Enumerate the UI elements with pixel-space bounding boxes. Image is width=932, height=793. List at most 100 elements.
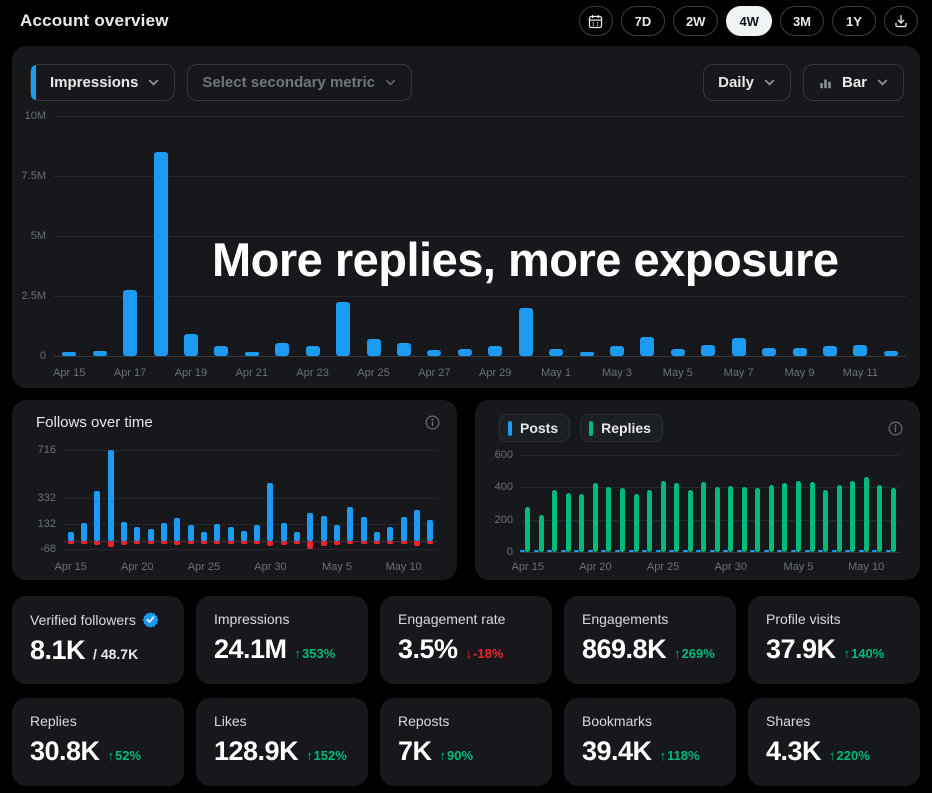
x-axis-tick: Apr 25 — [188, 561, 220, 573]
follows-card-header: Follows over time — [12, 400, 457, 431]
legend-chip-posts[interactable]: Posts — [499, 414, 570, 442]
metric-value: 39.4K — [582, 736, 652, 767]
replies-bar — [674, 483, 679, 552]
unfollows-bar — [414, 541, 420, 547]
metric-card-impressions[interactable]: Impressions 24.1M ↑353% — [196, 596, 368, 684]
impressions-bar — [184, 334, 198, 356]
unfollows-bar — [294, 541, 300, 544]
metric-delta: ↓-18% — [466, 646, 504, 661]
impressions-bar — [549, 349, 563, 356]
replies-bar — [864, 477, 869, 552]
x-axis-tick: May 5 — [663, 367, 693, 379]
impressions-bar — [397, 343, 411, 356]
replies-bar — [850, 481, 855, 552]
follows-card: Follows over time 716332132-68Apr 15Apr … — [12, 400, 457, 580]
gridline — [64, 541, 437, 542]
export-button[interactable] — [884, 6, 918, 36]
metric-card-reposts[interactable]: Reposts 7K ↑90% — [380, 698, 552, 786]
metric-card-replies[interactable]: Replies 30.8K ↑52% — [12, 698, 184, 786]
follows-bar — [241, 531, 247, 541]
y-axis-tick: 2.5M — [22, 290, 46, 302]
chevron-down-icon — [147, 76, 160, 89]
posts-replies-bar-chart[interactable]: 6004002000Apr 15Apr 20Apr 25Apr 30May 5M… — [487, 452, 906, 574]
follows-bar — [267, 483, 273, 541]
range-button-2w[interactable]: 2W — [673, 6, 719, 36]
metric-card-engagement-rate[interactable]: Engagement rate 3.5% ↓-18% — [380, 596, 552, 684]
y-axis-tick: 132 — [38, 518, 56, 530]
y-axis: 6004002000 — [487, 452, 521, 552]
date-picker-button[interactable] — [579, 6, 613, 36]
metric-card-shares[interactable]: Shares 4.3K ↑220% — [748, 698, 920, 786]
x-axis: Apr 15Apr 20Apr 25Apr 30May 5May 10 — [521, 552, 900, 574]
granularity-dropdown[interactable]: Daily — [703, 64, 791, 101]
metric-card-profile-visits[interactable]: Profile visits 37.9K ↑140% — [748, 596, 920, 684]
metric-label: Reposts — [398, 713, 449, 729]
metric-card-engagements[interactable]: Engagements 869.8K ↑269% — [564, 596, 736, 684]
gridline — [521, 455, 900, 456]
gridline — [64, 450, 437, 451]
x-axis-tick: Apr 19 — [175, 367, 207, 379]
unfollows-bar — [68, 541, 74, 544]
y-axis-tick: 7.5M — [22, 170, 46, 182]
unfollows-bar — [387, 541, 393, 544]
secondary-metric-placeholder: Select secondary metric — [202, 74, 375, 91]
replies-bar — [891, 488, 896, 552]
unfollows-bar — [174, 541, 180, 545]
x-axis-tick: Apr 29 — [479, 367, 511, 379]
replies-bar — [606, 487, 611, 552]
gridline — [64, 524, 437, 525]
follows-bar — [68, 532, 74, 541]
metric-delta: ↑118% — [660, 748, 700, 763]
legend-label: Replies — [601, 420, 651, 436]
range-button-7d[interactable]: 7D — [621, 6, 665, 36]
follows-bar — [148, 529, 154, 541]
x-axis-tick: May 3 — [602, 367, 632, 379]
secondary-metric-dropdown[interactable]: Select secondary metric — [187, 64, 412, 101]
topbar: Account overview 7D 2W4W 3M 1Y — [0, 0, 932, 42]
metric-delta: ↑140% — [844, 646, 885, 661]
chart-type-dropdown[interactable]: Bar — [803, 64, 904, 101]
y-axis-tick: 332 — [38, 492, 56, 504]
bar-chart-icon — [818, 76, 833, 90]
metric-value: 869.8K — [582, 634, 666, 665]
range-button-1y[interactable]: 1Y — [832, 6, 876, 36]
unfollows-bar — [347, 541, 353, 545]
replies-bar — [810, 482, 815, 552]
info-icon[interactable] — [424, 414, 441, 431]
granularity-label: Daily — [718, 74, 754, 91]
metric-value: 128.9K — [214, 736, 298, 767]
replies-bar — [525, 507, 530, 552]
info-icon[interactable] — [887, 420, 904, 437]
unfollows-bar — [214, 541, 220, 545]
impressions-bar — [640, 337, 654, 356]
impressions-bar — [823, 346, 837, 356]
impressions-bar — [336, 302, 350, 356]
verified-badge-icon — [142, 611, 159, 628]
x-axis-tick: May 1 — [541, 367, 571, 379]
replies-bar — [634, 494, 639, 552]
range-button-3m[interactable]: 3M — [780, 6, 824, 36]
primary-metric-dropdown[interactable]: Impressions — [30, 64, 175, 101]
x-axis-tick: May 5 — [322, 561, 352, 573]
replies-bar — [742, 487, 747, 552]
metric-card-likes[interactable]: Likes 128.9K ↑152% — [196, 698, 368, 786]
legend-chip-replies[interactable]: Replies — [580, 414, 663, 442]
x-axis-tick: May 11 — [843, 367, 878, 379]
page-title: Account overview — [20, 11, 169, 31]
unfollows-bar — [108, 541, 114, 547]
impressions-bar — [701, 345, 715, 356]
metric-card-verified-followers[interactable]: Verified followers 8.1K / 48.7K — [12, 596, 184, 684]
metric-suffix: / 48.7K — [93, 646, 138, 662]
metrics-grid: Verified followers 8.1K / 48.7K Impressi… — [12, 596, 920, 786]
x-axis-tick: Apr 17 — [114, 367, 146, 379]
replies-bar — [769, 485, 774, 552]
follows-bar-chart[interactable]: 716332132-68Apr 15Apr 20Apr 25Apr 30May … — [24, 448, 443, 574]
chevron-down-icon — [763, 76, 776, 89]
plot-area — [64, 448, 437, 552]
impressions-bar — [793, 348, 807, 356]
x-axis-tick: May 5 — [783, 561, 813, 573]
metric-label: Engagement rate — [398, 611, 505, 627]
range-button-4w[interactable]: 4W — [726, 6, 772, 36]
metric-card-bookmarks[interactable]: Bookmarks 39.4K ↑118% — [564, 698, 736, 786]
replies-bar — [661, 481, 666, 552]
